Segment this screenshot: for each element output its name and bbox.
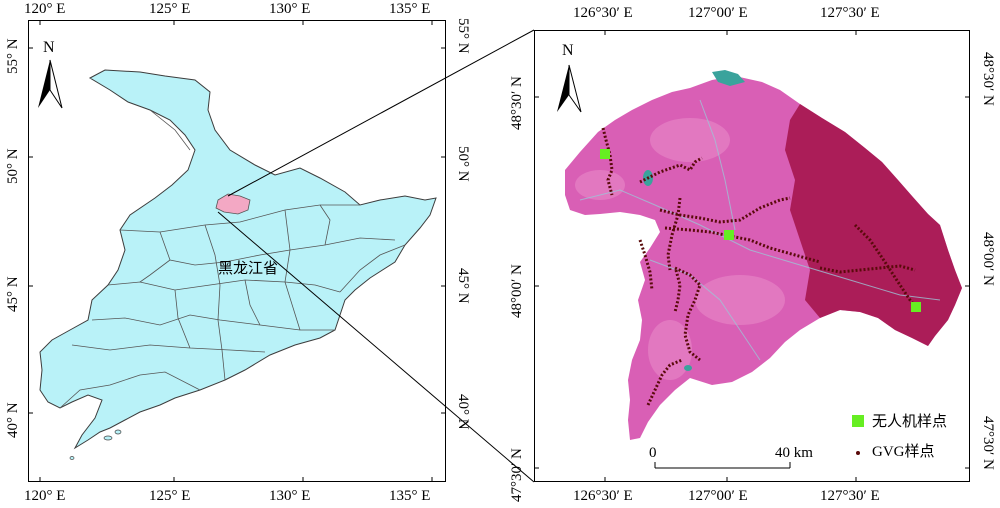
right-north-label: N — [562, 42, 574, 59]
legend-gvg-symbol — [856, 451, 860, 455]
left-bottom-tick-125: 125° E — [149, 488, 191, 504]
right-map-frame — [534, 30, 970, 482]
right-top-tick-1: 126°30′ E — [573, 5, 633, 21]
scale-end-label: 40 km — [775, 445, 813, 461]
left-top-tick-125: 125° E — [149, 1, 191, 17]
left-bottom-tick-120: 120° E — [24, 488, 66, 504]
legend-uav-label: 无人机样点 — [872, 412, 948, 430]
right-top-tick-2: 127°00′ E — [688, 5, 748, 21]
left-bottom-tick-135: 135° E — [389, 488, 431, 504]
scale-bar — [654, 462, 791, 469]
right-bottom-tick-2: 127°00′ E — [688, 488, 748, 504]
legend-uav-symbol — [852, 415, 864, 427]
left-north-label: N — [43, 39, 55, 56]
right-bottom-tick-3: 127°30′ E — [820, 488, 880, 504]
scale-start-label: 0 — [649, 445, 657, 461]
left-map-frame — [28, 20, 446, 482]
left-north-arrow-icon — [38, 59, 63, 109]
uav-sample-points — [600, 149, 921, 312]
study-area-marker — [215, 193, 251, 215]
left-top-tick-130: 130° E — [269, 1, 311, 17]
right-bottom-tick-1: 126°30′ E — [573, 488, 633, 504]
eastern-highland — [785, 104, 962, 346]
left-top-tick-135: 135° E — [389, 1, 431, 17]
province-label: 黑龙江省 — [218, 259, 279, 277]
legend-gvg-label: GVG样点 — [872, 444, 935, 460]
left-top-tick-120: 120° E — [24, 1, 66, 17]
left-bottom-tick-130: 130° E — [269, 488, 311, 504]
right-top-tick-3: 127°30′ E — [820, 5, 880, 21]
right-north-arrow-icon — [557, 64, 582, 113]
